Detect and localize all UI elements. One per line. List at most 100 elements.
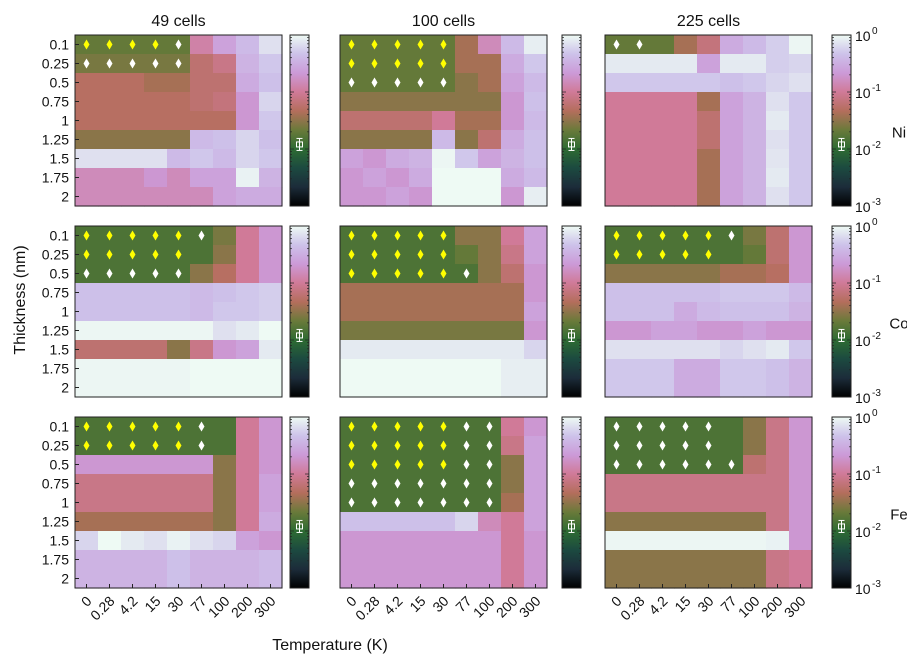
yellow-diamond-marker	[348, 440, 355, 451]
heatmap-cell	[743, 340, 767, 360]
colorbar-boxplot	[568, 523, 575, 530]
heatmap-cell	[789, 474, 813, 494]
heatmap-cell	[363, 168, 387, 188]
heatmap-cell	[213, 149, 237, 169]
heatmap-cell	[478, 512, 502, 532]
heatmap-cell	[697, 92, 721, 112]
heatmap-cell	[144, 531, 168, 551]
heatmap-cell	[259, 359, 283, 379]
heatmap-cell	[259, 226, 283, 246]
heatmap-cell	[697, 321, 721, 341]
y-tick-label: 1.5	[50, 533, 70, 549]
heatmap-cell	[340, 302, 364, 322]
heatmap-cell	[236, 283, 260, 303]
heatmap-cell	[455, 302, 479, 322]
heatmap-cell	[386, 569, 410, 589]
heatmap-cell	[167, 130, 191, 150]
yellow-diamond-marker	[371, 58, 378, 69]
heatmap-cell	[478, 168, 502, 188]
heatmap-cell	[75, 550, 99, 570]
heatmap-cell	[501, 226, 525, 246]
white-diamond-marker	[152, 268, 159, 279]
yellow-diamond-marker	[175, 230, 182, 241]
heatmap-cell	[628, 111, 652, 131]
heatmap-cell	[213, 340, 237, 360]
heatmap-cell	[628, 359, 652, 379]
heatmap-cell	[190, 130, 214, 150]
heatmap-cell	[213, 321, 237, 341]
heatmap-cell	[121, 512, 145, 532]
heatmap-cell	[501, 512, 525, 532]
yellow-diamond-marker	[417, 268, 424, 279]
heatmap-cell	[98, 283, 122, 303]
heatmap-cell	[98, 92, 122, 112]
heatmap-cell	[478, 531, 502, 551]
yellow-diamond-marker	[152, 249, 159, 260]
white-diamond-marker	[348, 497, 355, 508]
heatmap-cell	[789, 321, 813, 341]
heatmap-cell	[167, 550, 191, 570]
heatmap-cell	[98, 149, 122, 169]
white-diamond-marker	[83, 268, 90, 279]
heatmap-cell	[674, 149, 698, 169]
heatmap-cell	[651, 283, 675, 303]
colorbar-tick-label: 10	[855, 28, 871, 44]
heatmap-cell	[340, 550, 364, 570]
heatmap-cell	[605, 474, 629, 494]
yellow-diamond-marker	[417, 459, 424, 470]
heatmap-cell	[363, 512, 387, 532]
yellow-diamond-marker	[417, 39, 424, 50]
heatmap-cell	[789, 35, 813, 55]
heatmap-cell	[766, 417, 790, 437]
heatmap-cell	[98, 550, 122, 570]
heatmap-cell	[121, 550, 145, 570]
colorbar-boxplot	[838, 141, 845, 148]
heatmap-cell	[789, 73, 813, 93]
heatmap-cell	[167, 92, 191, 112]
heatmap-cell	[766, 168, 790, 188]
yellow-diamond-marker	[175, 249, 182, 260]
y-tick-label: 2	[61, 380, 69, 396]
colorbar-gradient	[289, 34, 310, 207]
yellow-diamond-marker	[348, 421, 355, 432]
colorbar-tick-exponent: -1	[872, 274, 881, 285]
column-title: 225 cells	[677, 13, 740, 30]
heatmap-cell	[605, 321, 629, 341]
colorbar-boxplot	[296, 523, 303, 530]
heatmap-cell	[144, 149, 168, 169]
yellow-diamond-marker	[440, 268, 447, 279]
heatmap-cell	[409, 92, 433, 112]
heatmap-cell	[190, 550, 214, 570]
figure-labels: Temperature (K) Thickness (nm)	[12, 245, 388, 654]
colorbar-tick-exponent: 0	[872, 408, 878, 419]
heatmap-cell	[259, 35, 283, 55]
heatmap-cell	[236, 226, 260, 246]
y-tick-label: 1.25	[42, 323, 69, 339]
heatmap-cell	[720, 436, 744, 456]
colorbar-boxplot	[838, 523, 845, 530]
white-diamond-marker	[613, 459, 620, 470]
heatmap-cell	[75, 92, 99, 112]
heatmap-cell	[75, 283, 99, 303]
heatmap-cell	[766, 149, 790, 169]
x-tick-label: 30	[429, 593, 451, 615]
heatmap-cell	[766, 493, 790, 513]
heatmap-cell	[720, 35, 744, 55]
yellow-diamond-marker	[152, 230, 159, 241]
heatmap-cell	[720, 73, 744, 93]
y-tick-label: 1.75	[42, 170, 69, 186]
heatmap-cell	[259, 54, 283, 74]
heatmap-cell	[720, 493, 744, 513]
heatmap-cell	[651, 302, 675, 322]
heatmap-cell	[697, 550, 721, 570]
heatmap-cell	[455, 245, 479, 265]
heatmap-cell	[524, 512, 548, 532]
heatmap-cell	[386, 168, 410, 188]
heatmap-cell	[743, 111, 767, 131]
yellow-diamond-marker	[394, 268, 401, 279]
heatmap-cell	[651, 130, 675, 150]
white-diamond-marker	[613, 39, 620, 50]
heatmap-cell	[121, 187, 145, 207]
heatmap-cell	[501, 493, 525, 513]
panel-frame	[339, 225, 548, 398]
